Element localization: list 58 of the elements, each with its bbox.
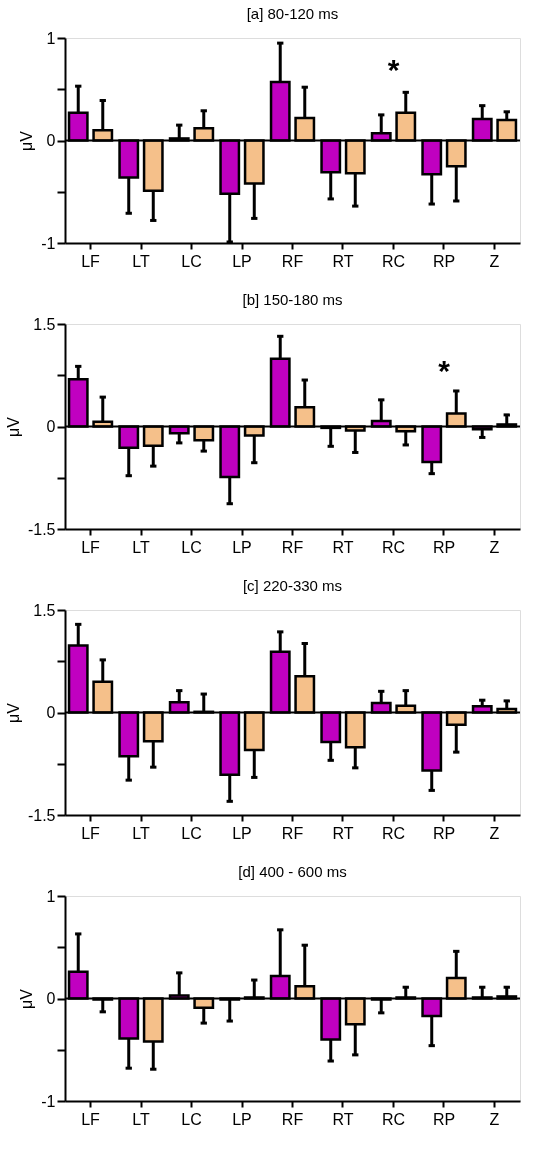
y-axis-title: μV: [18, 130, 36, 151]
y-tick-label: 1.5: [33, 315, 56, 333]
x-tick-label: LF: [81, 252, 101, 270]
x-tick-label: RT: [332, 1110, 354, 1128]
y-tick-label: 1: [46, 887, 56, 905]
x-tick-label: LF: [81, 538, 101, 556]
x-tick-label: Z: [489, 1110, 500, 1128]
x-tick-label: RP: [432, 538, 456, 556]
y-tick-label: 0: [46, 990, 56, 1007]
x-tick-label: LT: [132, 538, 150, 556]
x-tick-label: Z: [489, 824, 500, 842]
x-tick-label: LP: [232, 252, 252, 270]
x-tick-label: RT: [332, 538, 354, 556]
x-tick-label: LC: [181, 252, 202, 270]
x-tick-label: RP: [432, 824, 456, 842]
y-axis-title: μV: [4, 702, 22, 723]
chart-title: [a] 80-120 ms: [246, 5, 339, 22]
x-tick-label: RC: [381, 252, 406, 270]
y-tick-label: 1: [46, 29, 56, 47]
x-tick-label: RF: [281, 1110, 304, 1128]
x-tick-label: RT: [332, 824, 354, 842]
x-tick-label: LT: [132, 1110, 150, 1128]
x-tick-label: LT: [132, 824, 150, 842]
x-tick-label: RP: [432, 1110, 456, 1128]
x-tick-label: RF: [281, 538, 304, 556]
y-axis-title: μV: [18, 988, 36, 1009]
x-tick-label: Z: [489, 252, 500, 270]
y-tick-label: 0: [46, 704, 56, 721]
x-tick-label: RT: [332, 252, 354, 270]
annotation: *: [387, 52, 400, 86]
x-tick-label: RP: [432, 252, 456, 270]
y-tick-label: 0: [46, 418, 56, 435]
y-tick-label: -1.5: [27, 520, 56, 538]
x-tick-label: LP: [232, 538, 252, 556]
x-tick-label: LF: [81, 824, 101, 842]
x-tick-label: LP: [232, 1110, 252, 1128]
x-tick-label: LC: [181, 824, 202, 842]
y-tick-label: -1: [41, 234, 56, 252]
x-tick-label: LP: [232, 824, 252, 842]
x-tick-label: RC: [381, 1110, 406, 1128]
x-tick-label: RF: [281, 824, 304, 842]
x-tick-label: RC: [381, 824, 406, 842]
chart-title: [d] 400 - 600 ms: [238, 863, 347, 880]
x-tick-label: LF: [81, 1110, 101, 1128]
x-tick-label: LC: [181, 538, 202, 556]
annotation: *: [438, 353, 451, 387]
chart-title: [c] 220-330 ms: [242, 577, 343, 594]
y-tick-label: -1: [41, 1092, 56, 1110]
y-axis-title: μV: [4, 416, 22, 437]
x-tick-label: Z: [489, 538, 500, 556]
x-tick-label: LT: [132, 252, 150, 270]
y-tick-label: 0: [46, 132, 56, 149]
x-tick-label: RF: [281, 252, 304, 270]
x-tick-label: LC: [181, 1110, 202, 1128]
y-tick-label: -1.5: [27, 806, 56, 824]
y-tick-label: 1.5: [33, 601, 56, 619]
x-tick-label: RC: [381, 538, 406, 556]
chart-title: [b] 150-180 ms: [242, 291, 343, 308]
